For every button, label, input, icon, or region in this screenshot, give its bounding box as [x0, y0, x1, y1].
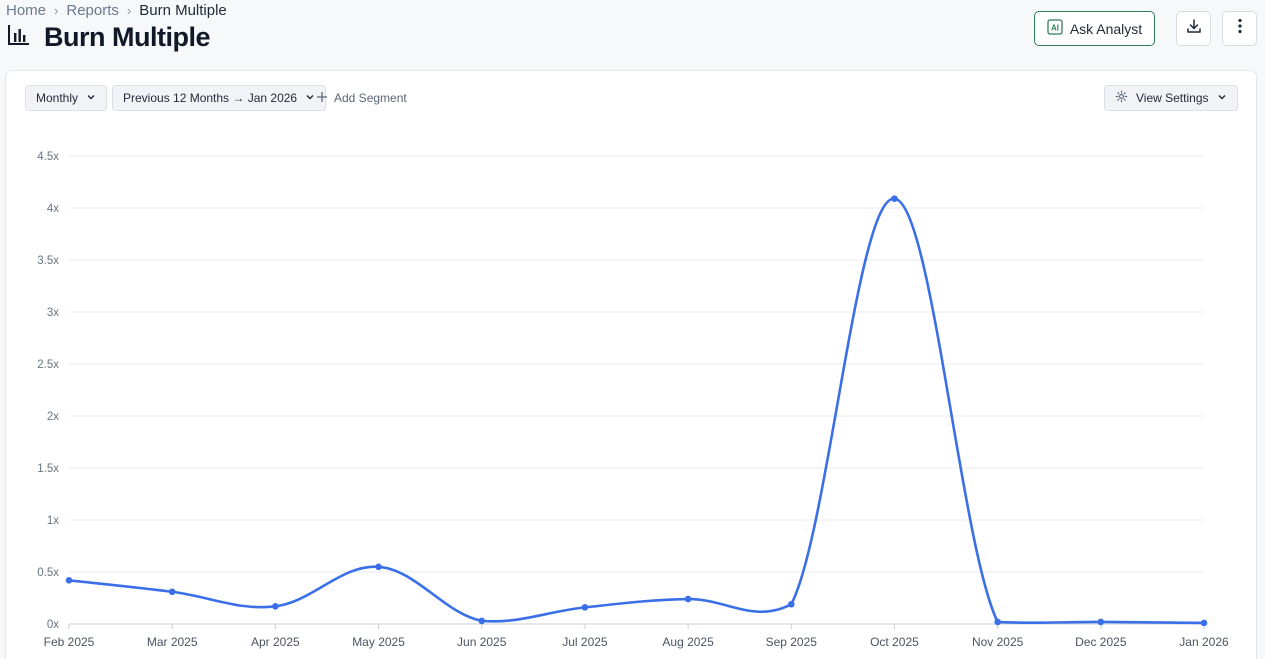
download-button[interactable]: [1176, 11, 1211, 46]
y-tick-label: 3x: [47, 307, 59, 319]
plus-icon: [316, 91, 328, 106]
x-tick-label: Aug 2025: [662, 635, 714, 649]
x-tick-label: Jan 2026: [1179, 635, 1229, 649]
x-tick-label: Oct 2025: [870, 635, 919, 649]
chevron-down-icon: [1217, 91, 1227, 105]
data-point: [891, 195, 898, 202]
period-select[interactable]: Previous 12 Months → Jan 2026: [112, 85, 327, 111]
view-settings-button[interactable]: View Settings: [1104, 85, 1238, 111]
breadcrumb: Home › Reports › Burn Multiple: [6, 2, 227, 19]
x-tick-label: Jun 2025: [457, 635, 507, 649]
page-header: Burn Multiple: [6, 22, 210, 53]
y-tick-label: 1x: [47, 515, 59, 527]
x-tick-label: Sep 2025: [766, 635, 818, 649]
add-segment-label: Add Segment: [334, 91, 407, 105]
data-point: [375, 563, 382, 571]
interval-value: Monthly: [36, 91, 79, 105]
breadcrumb-home[interactable]: Home: [6, 2, 47, 19]
data-point: [272, 603, 279, 610]
chevron-down-icon: [305, 91, 315, 105]
y-tick-label: 2.5x: [37, 359, 59, 371]
x-tick-label: Apr 2025: [251, 635, 300, 649]
y-tick-label: 4.5x: [37, 151, 59, 163]
x-tick-label: May 2025: [352, 635, 405, 649]
period-value: Previous 12 Months → Jan 2026: [123, 91, 298, 105]
y-tick-label: 0x: [47, 619, 59, 631]
series-line: [68, 197, 1205, 625]
breadcrumb-current: Burn Multiple: [139, 2, 227, 19]
y-tick-label: 2x: [47, 411, 59, 423]
breadcrumb-reports[interactable]: Reports: [66, 2, 119, 19]
data-point: [478, 617, 486, 625]
data-point: [168, 588, 176, 596]
x-tick-label: Nov 2025: [972, 635, 1024, 649]
y-tick-label: 3.5x: [37, 255, 59, 267]
y-tick-label: 4x: [47, 203, 59, 215]
download-icon: [1186, 18, 1202, 39]
view-settings-label: View Settings: [1136, 91, 1209, 105]
data-point: [581, 604, 589, 611]
chevron-down-icon: [86, 91, 96, 105]
interval-select[interactable]: Monthly: [25, 85, 108, 111]
svg-text:AI: AI: [1051, 24, 1059, 33]
data-point: [1097, 618, 1105, 626]
data-point: [65, 577, 73, 584]
ask-analyst-button[interactable]: AI Ask Analyst: [1034, 11, 1155, 46]
chevron-right-icon: ›: [54, 3, 59, 18]
more-options-button[interactable]: [1222, 11, 1257, 46]
y-tick-label: 1.5x: [37, 463, 59, 475]
y-tick-label: 0.5x: [37, 567, 59, 579]
ask-analyst-label: Ask Analyst: [1069, 20, 1143, 37]
gear-icon: [1115, 90, 1128, 106]
chevron-right-icon: ›: [126, 3, 132, 18]
page-title: Burn Multiple: [44, 22, 210, 52]
x-tick-label: Dec 2025: [1075, 635, 1127, 649]
x-tick-label: Mar 2025: [147, 635, 198, 649]
x-tick-label: Feb 2025: [44, 635, 95, 649]
ai-icon: AI: [1047, 19, 1063, 38]
add-segment-button[interactable]: Add Segment: [316, 85, 407, 111]
bar-chart-icon: [6, 22, 32, 53]
data-point: [994, 618, 1001, 626]
more-vertical-icon: [1237, 18, 1242, 39]
x-tick-label: Jul 2025: [562, 635, 608, 649]
data-point: [1200, 619, 1208, 627]
data-point: [684, 595, 692, 603]
data-point: [787, 600, 795, 608]
